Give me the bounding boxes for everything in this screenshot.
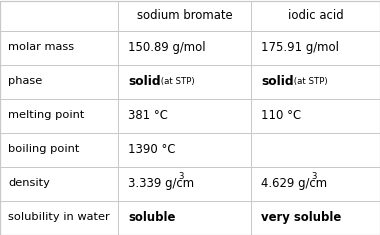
Bar	[0, 0, 118, 31]
Text: solubility in water: solubility in water	[8, 212, 110, 223]
Text: 150.89 g/mol: 150.89 g/mol	[128, 41, 206, 54]
Bar	[0, 133, 118, 167]
Text: 4.629 g/cm: 4.629 g/cm	[261, 177, 327, 190]
Bar	[251, 0, 380, 31]
Bar	[118, 0, 251, 31]
Bar	[251, 200, 380, 235]
Bar	[0, 167, 118, 200]
Bar	[251, 64, 380, 98]
Bar	[251, 31, 380, 64]
Bar	[251, 133, 380, 167]
Text: iodic acid: iodic acid	[288, 9, 343, 22]
Text: sodium bromate: sodium bromate	[137, 9, 232, 22]
Text: 1390 °C: 1390 °C	[128, 143, 176, 156]
Text: molar mass: molar mass	[8, 43, 74, 52]
Text: 381 °C: 381 °C	[128, 109, 168, 122]
Text: boiling point: boiling point	[8, 145, 79, 154]
Bar	[118, 31, 251, 64]
Bar	[118, 167, 251, 200]
Text: soluble: soluble	[128, 211, 176, 224]
Bar	[0, 200, 118, 235]
Text: phase: phase	[8, 77, 42, 86]
Text: 110 °C: 110 °C	[261, 109, 301, 122]
Bar	[251, 98, 380, 133]
Text: 3: 3	[178, 172, 184, 181]
Bar	[118, 133, 251, 167]
Text: melting point: melting point	[8, 110, 84, 121]
Text: 3.339 g/cm: 3.339 g/cm	[128, 177, 194, 190]
Bar	[118, 98, 251, 133]
Bar	[118, 200, 251, 235]
Bar	[251, 167, 380, 200]
Bar	[0, 98, 118, 133]
Text: (at STP): (at STP)	[291, 77, 328, 86]
Text: (at STP): (at STP)	[158, 77, 195, 86]
Bar	[0, 64, 118, 98]
Bar	[0, 31, 118, 64]
Text: solid: solid	[128, 75, 161, 88]
Text: 175.91 g/mol: 175.91 g/mol	[261, 41, 339, 54]
Bar	[118, 64, 251, 98]
Text: solid: solid	[261, 75, 294, 88]
Text: 3: 3	[311, 172, 317, 181]
Text: density: density	[8, 179, 50, 188]
Text: very soluble: very soluble	[261, 211, 341, 224]
